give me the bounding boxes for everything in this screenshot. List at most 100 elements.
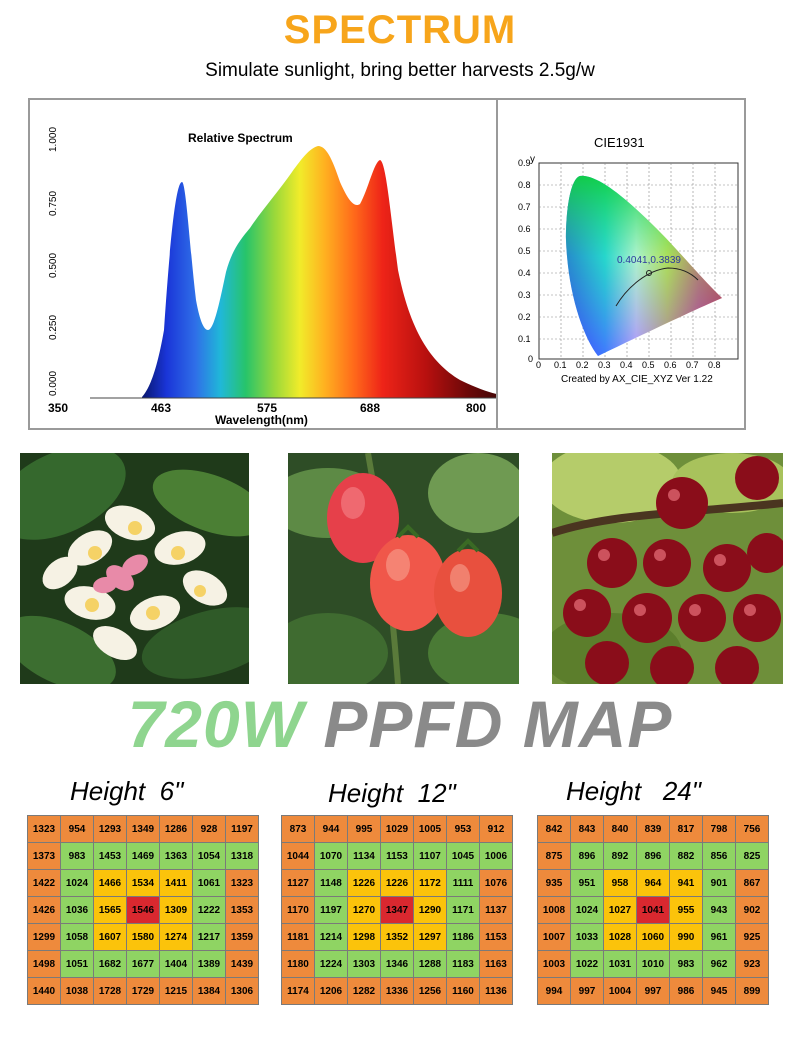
- y-tick-0: 0.000: [48, 371, 59, 396]
- ppfd-cell: 1006: [479, 842, 513, 870]
- ppfd-cell: 1171: [446, 896, 480, 924]
- grid-row: 1003 1022 1031 1010 983 962 923: [537, 950, 769, 978]
- relative-spectrum-chart: Relative Spectrum Wavelength(nm) 350 463…: [48, 127, 496, 427]
- cie-y-tick: 0.8: [518, 180, 531, 190]
- ppfd-cell: 997: [636, 977, 670, 1005]
- x-tick-688: 688: [360, 401, 380, 415]
- ppfd-cell: 953: [446, 815, 480, 843]
- ppfd-cell: 997: [570, 977, 604, 1005]
- ppfd-cell: 901: [702, 869, 736, 897]
- grid-row: 1422 1024 1466 1534 1411 1061 1323: [27, 869, 259, 897]
- ppfd-cell: 1607: [93, 923, 127, 951]
- ppfd-cell: 1010: [636, 950, 670, 978]
- ppfd-cell: 990: [669, 923, 703, 951]
- cie-footer: Created by AX_CIE_XYZ Ver 1.22: [561, 374, 713, 385]
- ppfd-cell: 1172: [413, 869, 447, 897]
- ppfd-cell: 798: [702, 815, 736, 843]
- spectrum-title: Relative Spectrum: [188, 131, 293, 145]
- ppfd-cell: 1534: [126, 869, 160, 897]
- ppfd-cell: 1288: [413, 950, 447, 978]
- ppfd-cell: 873: [281, 815, 315, 843]
- ppfd-map-title: 720W PPFD MAP: [0, 686, 800, 762]
- cie-point-label: 0.4041,0.3839: [617, 255, 681, 266]
- cie-y-tick: 0.6: [518, 224, 531, 234]
- ppfd-cell: 1051: [60, 950, 94, 978]
- ppfd-cell: 856: [702, 842, 736, 870]
- ppfd-cell: 1137: [479, 896, 513, 924]
- ppfd-grid: 873 944 995 1029 1005 953 912 1044 1070 1134 1153 1…: [281, 815, 513, 1005]
- height-label: Height 6": [70, 776, 184, 806]
- ppfd-cell: 1028: [603, 923, 637, 951]
- ppfd-cell: 1029: [380, 815, 414, 843]
- cie-x-tick: 0.7: [686, 360, 699, 370]
- ppfd-cell: 1466: [93, 869, 127, 897]
- ppfd-cell: 1346: [380, 950, 414, 978]
- ppfd-cell: 1469: [126, 842, 160, 870]
- ppfd-cell: 1297: [413, 923, 447, 951]
- ppfd-cell: 945: [702, 977, 736, 1005]
- ppfd-cell: 1286: [159, 815, 193, 843]
- ppfd-cell: 912: [479, 815, 513, 843]
- x-tick-463: 463: [151, 401, 171, 415]
- ppfd-cell: 941: [669, 869, 703, 897]
- cie-y-tick: 0.3: [518, 290, 531, 300]
- ppfd-cell: 1728: [93, 977, 127, 1005]
- ppfd-cell: 1309: [159, 896, 193, 924]
- ppfd-cell: 995: [347, 815, 381, 843]
- ppfd-cell: 840: [603, 815, 637, 843]
- ppfd-cell: 1107: [413, 842, 447, 870]
- ppfd-cell: 1282: [347, 977, 381, 1005]
- y-tick-1000: 1.000: [48, 127, 59, 152]
- ppfd-cell: 1303: [347, 950, 381, 978]
- ppfd-cell: 1384: [192, 977, 226, 1005]
- ppfd-cell: 1299: [27, 923, 61, 951]
- ppfd-cell: 1293: [93, 815, 127, 843]
- grid-row: 1373 983 1453 1469 1363 1054 1318: [27, 842, 259, 870]
- cie-x-tick: 0.1: [554, 360, 567, 370]
- ppfd-cell: 1426: [27, 896, 61, 924]
- ppfd-cell: 1318: [225, 842, 259, 870]
- cie-x-tick: 0.2: [576, 360, 589, 370]
- ppfd-cell: 983: [669, 950, 703, 978]
- ppfd-cell: 1148: [314, 869, 348, 897]
- cie-x-tick: 0.8: [708, 360, 721, 370]
- grid-row: 1323 954 1293 1349 1286 928 1197: [27, 815, 259, 843]
- ppfd-cell: 1170: [281, 896, 315, 924]
- ppfd-cell: 1183: [446, 950, 480, 978]
- ppfd-label: PPFD MAP: [323, 687, 673, 761]
- ppfd-cell: 1729: [126, 977, 160, 1005]
- ppfd-cell: 1389: [192, 950, 226, 978]
- ppfd-cell: 964: [636, 869, 670, 897]
- ppfd-cell: 899: [735, 977, 769, 1005]
- spectrum-area: [142, 146, 496, 398]
- ppfd-cell: 1008: [537, 896, 571, 924]
- ppfd-cell: 1224: [314, 950, 348, 978]
- ppfd-cell: 1127: [281, 869, 315, 897]
- ppfd-cell: 839: [636, 815, 670, 843]
- height-label: Height 24": [566, 776, 701, 806]
- ppfd-cell: 1197: [314, 896, 348, 924]
- y-tick-0500: 0.500: [48, 253, 59, 278]
- grid-row: 842 843 840 839 817 798 756: [537, 815, 769, 843]
- ppfd-cell: 896: [636, 842, 670, 870]
- ppfd-cell: 1027: [603, 896, 637, 924]
- grid-row: 994 997 1004 997 986 945 899: [537, 977, 769, 1005]
- ppfd-cell: 1036: [60, 896, 94, 924]
- grid-row: 1299 1058 1607 1580 1274 1217 1359: [27, 923, 259, 951]
- grid-row: 873 944 995 1029 1005 953 912: [281, 815, 513, 843]
- spectrum-panel: Relative Spectrum Wavelength(nm) 350 463…: [28, 98, 746, 430]
- x-tick-350: 350: [48, 401, 68, 415]
- grid-row: 1426 1036 1565 1546 1309 1222 1353: [27, 896, 259, 924]
- grid-row: 1008 1024 1027 1041 955 943 902: [537, 896, 769, 924]
- ppfd-cell: 961: [702, 923, 736, 951]
- ppfd-cell: 1070: [314, 842, 348, 870]
- photo-cherries: [552, 453, 783, 684]
- cie-x-tick: 0: [536, 360, 541, 370]
- cie-y-tick: 0.4: [518, 268, 531, 278]
- ppfd-cell: 1349: [126, 815, 160, 843]
- ppfd-cell: 1422: [27, 869, 61, 897]
- cie-x-tick: 0.6: [664, 360, 677, 370]
- ppfd-cell: 928: [192, 815, 226, 843]
- ppfd-cell: 1353: [225, 896, 259, 924]
- ppfd-cell: 1306: [225, 977, 259, 1005]
